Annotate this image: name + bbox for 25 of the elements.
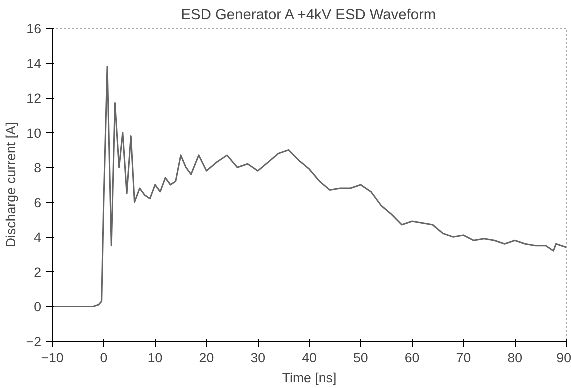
x-tick-label: 40 — [302, 350, 317, 366]
chart-title: ESD Generator A +4kV ESD Waveform — [181, 8, 436, 24]
y-tick-label: 0 — [34, 300, 42, 315]
y-axis-title: Discharge current [A] — [3, 122, 18, 248]
x-tick-label: 70 — [456, 350, 472, 366]
y-tick-label: 4 — [34, 230, 42, 246]
x-tick-label: −10 — [41, 350, 64, 366]
y-tick-label: 14 — [26, 56, 42, 72]
y-tick-label: 16 — [26, 22, 42, 36]
x-tick-label: 30 — [250, 350, 266, 366]
x-tick-label: 60 — [404, 350, 420, 366]
y-tick-label: 8 — [34, 160, 42, 176]
y-tick-label: −2 — [26, 334, 42, 350]
y-tick-label: 10 — [26, 126, 42, 141]
y-tick-label: 2 — [34, 264, 42, 280]
x-tick-label: 50 — [353, 350, 368, 366]
x-tick-label: 20 — [199, 350, 214, 366]
x-axis-title: Time [ns] — [282, 370, 337, 386]
x-tick-label: 0 — [100, 350, 108, 366]
line-series — [52, 66, 566, 308]
x-tick-label: 80 — [508, 350, 523, 366]
y-tick-label: 12 — [26, 91, 42, 106]
y-tick-label: 6 — [34, 195, 42, 210]
x-tick-label: 10 — [148, 350, 163, 366]
x-tick-label: 90 — [556, 350, 571, 366]
